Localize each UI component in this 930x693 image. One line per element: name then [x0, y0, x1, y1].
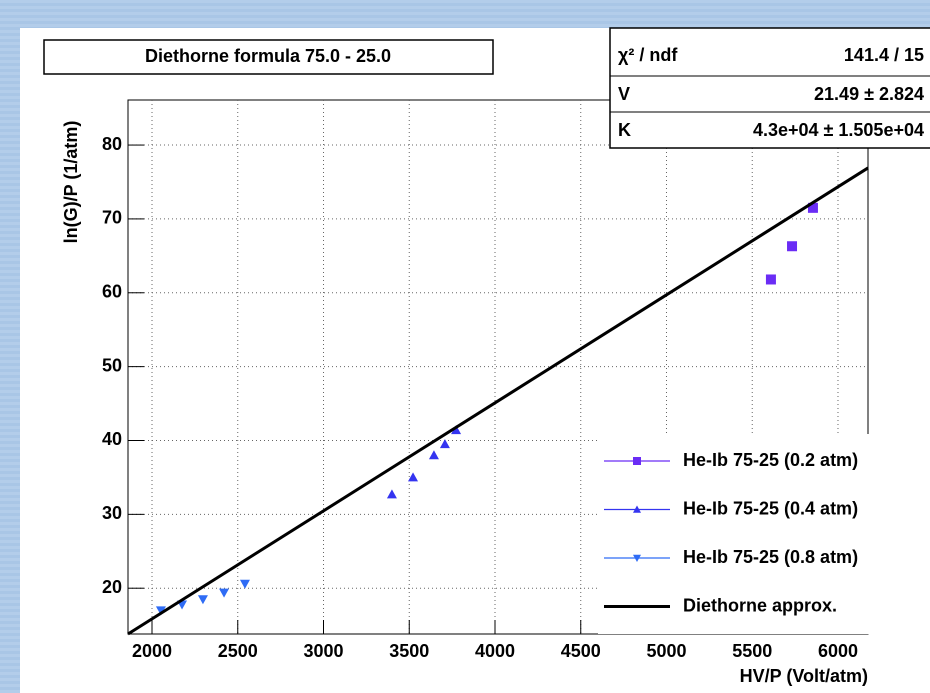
square-marker — [633, 457, 641, 465]
y-tick-label: 70 — [102, 208, 122, 228]
triangle-marker — [633, 505, 641, 513]
stats-box — [609, 27, 930, 149]
chart-title: Diethorne formula 75.0 - 25.0 — [145, 46, 391, 66]
triangle-marker — [219, 588, 230, 598]
triangle-marker — [197, 595, 208, 605]
x-tick-label: 5500 — [732, 641, 772, 661]
fit-line — [127, 166, 869, 636]
title-box — [43, 39, 494, 75]
triangle-marker — [386, 489, 397, 499]
y-axis-label: ln(G)/P (1/atm) — [61, 121, 81, 244]
legend-label: He-Ib 75-25 (0.2 atm) — [683, 450, 858, 470]
stats-label: K — [618, 120, 631, 140]
stats-value: 141.4 / 15 — [844, 45, 924, 65]
y-tick-label: 30 — [102, 503, 122, 523]
x-axis-label: HV/P (Volt/atm) — [740, 666, 868, 686]
legend — [598, 434, 930, 634]
legend-label: He-Ib 75-25 (0.4 atm) — [683, 498, 858, 518]
legend-entries: He-Ib 75-25 (0.2 atm) He-Ib 75-25 (0.4 at… — [604, 450, 858, 615]
triangle-marker — [239, 579, 250, 589]
triangle-marker — [439, 439, 450, 449]
marks — [127, 166, 869, 636]
grid: 2000 2500 3000 3500 4000 4500 5000 5500 6000 20 30… — [102, 100, 868, 661]
stats-label: χ² / ndf — [618, 45, 678, 65]
square-marker — [765, 274, 776, 285]
triangle-marker — [155, 606, 166, 616]
y-tick-label: 50 — [102, 355, 122, 375]
x-tick-label: 4500 — [561, 641, 601, 661]
triangle-marker — [408, 472, 419, 482]
x-tick-label: 3000 — [303, 641, 343, 661]
x-tick-label: 2500 — [218, 641, 258, 661]
y-tick-label: 40 — [102, 429, 122, 449]
square-marker — [807, 202, 818, 213]
legend-label: Diethorne approx. — [683, 595, 837, 615]
y-tick-label: 60 — [102, 282, 122, 302]
x-tick-label: 2000 — [132, 641, 172, 661]
square-marker — [787, 241, 798, 252]
stats-value: 4.3e+04 ± 1.505e+04 — [753, 120, 924, 140]
legend-label: He-Ib 75-25 (0.8 atm) — [683, 547, 858, 567]
triangle-marker — [451, 425, 462, 435]
x-tick-label: 3500 — [389, 641, 429, 661]
stats: χ² / ndf 141.4 / 15 V 21.49 ± 2.824 K 4.3e+04… — [610, 45, 930, 140]
y-tick-label: 20 — [102, 577, 122, 597]
x-tick-label: 4000 — [475, 641, 515, 661]
stats-value: 21.49 ± 2.824 — [814, 84, 924, 104]
stats-label: V — [618, 84, 630, 104]
y-tick-label: 80 — [102, 134, 122, 154]
x-tick-label: 6000 — [818, 641, 858, 661]
triangle-marker — [633, 554, 641, 562]
triangle-marker — [428, 450, 439, 460]
x-tick-label: 5000 — [646, 641, 686, 661]
